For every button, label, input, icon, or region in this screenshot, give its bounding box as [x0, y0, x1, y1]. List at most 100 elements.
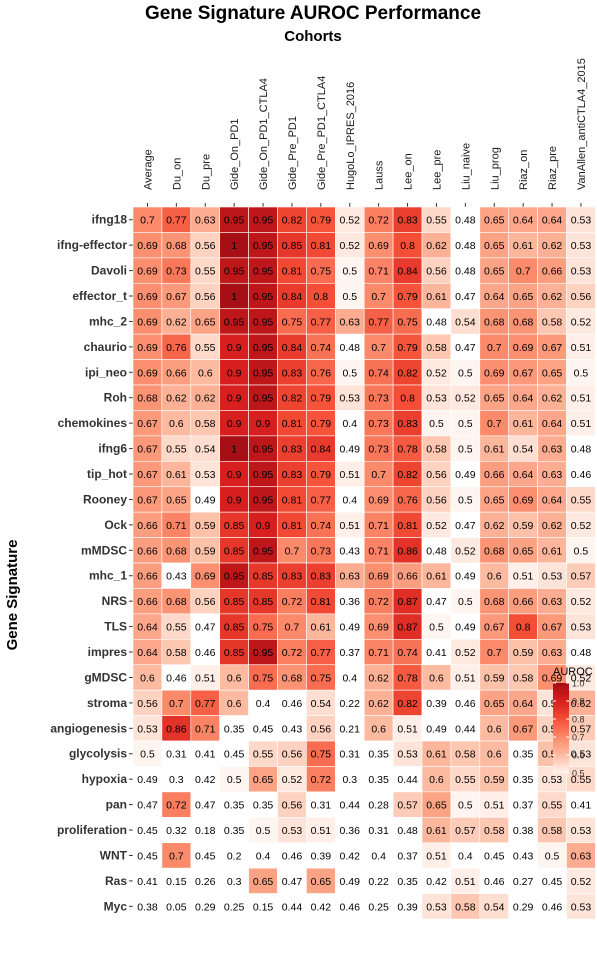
heatmap-cell	[161, 613, 192, 640]
cell-value: 0.83	[282, 444, 303, 456]
cell-value: 0.47	[137, 800, 158, 812]
column-label: Gide_On_PD1	[229, 118, 241, 190]
heatmap-cell	[363, 308, 394, 335]
cell-value: 0.56	[311, 723, 332, 735]
cell-value: 0.41	[426, 647, 447, 659]
cell-value: 0.47	[455, 342, 476, 354]
cell-value: 0.53	[571, 266, 592, 278]
cell-value: 0.87	[397, 596, 418, 608]
cell-value: 0.65	[484, 215, 505, 227]
cell-value: 0.78	[397, 672, 418, 684]
heatmap-cell	[161, 537, 192, 564]
heatmap-cell	[277, 511, 307, 538]
heatmap-cell	[392, 664, 423, 691]
cell-value: 0.53	[571, 622, 592, 634]
cell-value: 0.7	[169, 850, 184, 862]
heatmap-cell	[363, 893, 394, 920]
y-axis-title: Gene Signature	[4, 540, 21, 651]
heatmap-cell	[219, 308, 249, 335]
heatmap-cell	[566, 817, 596, 844]
cell-value: 0.63	[542, 596, 563, 608]
cell-value: 0.25	[368, 901, 389, 913]
cell-value: 0.9	[227, 367, 242, 379]
cell-value: 0.54	[455, 316, 476, 328]
cell-value: 0.65	[484, 393, 505, 405]
cell-value: 0.31	[166, 749, 187, 761]
heatmap-cell	[392, 893, 423, 920]
cell-value: 0.65	[513, 545, 534, 557]
heatmap-cell	[132, 817, 163, 844]
heatmap-cell	[450, 410, 481, 437]
heatmap-cell	[190, 384, 221, 411]
cell-value: 0.62	[542, 520, 563, 532]
heatmap-cell	[392, 689, 423, 716]
cell-value: 0.84	[282, 342, 303, 354]
heatmap-cell	[306, 740, 336, 767]
cell-value: 0.5	[458, 800, 473, 812]
cell-value: 0.82	[397, 698, 418, 710]
heatmap-cell	[479, 766, 509, 793]
cell-value: 0.69	[368, 494, 389, 506]
heatmap-cell	[219, 613, 249, 640]
cell-value: 0.5	[458, 444, 473, 456]
heatmap-cell	[248, 715, 278, 742]
heatmap-cell	[566, 257, 596, 284]
cell-value: 0.59	[195, 520, 216, 532]
cell-value: 0.41	[571, 800, 592, 812]
cell-value: 0.56	[426, 266, 447, 278]
cell-value: 0.61	[426, 825, 447, 837]
heatmap-cell	[450, 384, 481, 411]
column-label: Gide_Pre_PD1	[287, 116, 299, 190]
cell-value: 0.63	[542, 469, 563, 481]
cell-value: 0.9	[227, 469, 242, 481]
heatmap-cell	[450, 333, 481, 360]
legend-tick-label: 0.6	[572, 751, 585, 761]
cell-value: 0.43	[282, 723, 303, 735]
cell-value: 0.95	[253, 444, 274, 456]
cell-value: 0.9	[227, 393, 242, 405]
heatmap-cell	[566, 308, 596, 335]
cell-value: 0.5	[574, 367, 589, 379]
cell-value: 0.8	[400, 393, 415, 405]
row-label: ifng6	[98, 442, 127, 456]
cell-value: 0.86	[166, 723, 187, 735]
cell-value: 0.7	[140, 215, 155, 227]
heatmap-cell	[219, 715, 249, 742]
cell-value: 0.4	[458, 850, 473, 862]
cell-value: 0.63	[340, 571, 361, 583]
heatmap-cell	[450, 588, 481, 615]
cell-value: 0.53	[340, 393, 361, 405]
cell-value: 0.35	[224, 825, 245, 837]
heatmap-cell	[450, 613, 481, 640]
cell-value: 0.7	[371, 291, 386, 303]
heatmap-cell	[421, 282, 452, 310]
cell-value: 0.3	[342, 774, 357, 786]
cell-value: 0.46	[195, 647, 216, 659]
cell-value: 0.67	[137, 469, 158, 481]
cell-value: 0.53	[542, 774, 563, 786]
cell-value: 0.7	[371, 469, 386, 481]
cell-value: 0.76	[166, 342, 187, 354]
row-label: effector_t	[72, 289, 127, 303]
heatmap-cell	[190, 639, 221, 666]
row-label: Rooney	[83, 492, 127, 506]
cell-value: 0.52	[426, 367, 447, 379]
column-label: Du_pre	[200, 154, 212, 190]
cell-value: 0.68	[166, 596, 187, 608]
heatmap-cell	[566, 232, 596, 259]
cell-value: 0.58	[426, 342, 447, 354]
heatmap-cell	[421, 664, 452, 691]
heatmap-cell	[392, 817, 423, 844]
cell-value: 0.62	[166, 316, 187, 328]
cell-value: 0.58	[542, 825, 563, 837]
cell-value: 0.82	[282, 393, 303, 405]
cell-value: 0.79	[311, 215, 332, 227]
cell-value: 0.68	[166, 240, 187, 252]
cell-value: 0.71	[368, 520, 389, 532]
heatmap-cell	[392, 639, 423, 666]
cell-value: 0.65	[484, 698, 505, 710]
cell-value: 0.44	[455, 723, 476, 735]
cell-value: 0.95	[253, 647, 274, 659]
cell-value: 0.67	[137, 494, 158, 506]
heatmap-cell	[479, 867, 509, 894]
